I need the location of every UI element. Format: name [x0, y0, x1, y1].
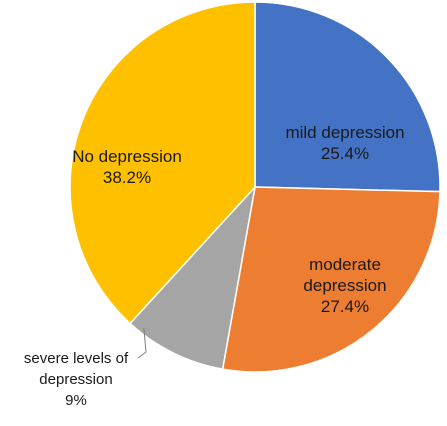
pie-slice-label-line: depression [39, 371, 112, 388]
pie-slice-label: mild depression 25.4% [285, 123, 404, 163]
pie-slice-mild-depression [254, 1, 441, 193]
pie-slice-label-line: depression [303, 276, 386, 295]
pie-slice-label: moderate depression 27.4% [303, 255, 386, 316]
pie-slice-moderate-depression [221, 186, 441, 373]
pie-slice-value: 38.2% [103, 168, 151, 187]
leader-line [137, 327, 147, 359]
pie-slice-label-line: severe levels of [24, 350, 129, 367]
pie-slice-value: 9% [65, 392, 87, 409]
pie-slices [69, 1, 441, 373]
pie-slice-label-line: mild depression [285, 123, 404, 142]
pie-slice-label-line: No depression [72, 147, 182, 166]
pie-slice-value: 25.4% [321, 144, 369, 163]
pie-slice-label: severe levels of depression 9% [24, 350, 129, 409]
pie-slice-severe-levels-of-depression [129, 184, 257, 371]
pie-labels: mild depression 25.4% moderate depression 27… [24, 123, 405, 409]
pie-slice-label: No depression 38.2% [72, 147, 182, 187]
pie-slice-label-line: moderate [309, 255, 381, 274]
pie-slice-no-depression [69, 1, 256, 325]
pie-slice-value: 27.4% [321, 297, 369, 316]
